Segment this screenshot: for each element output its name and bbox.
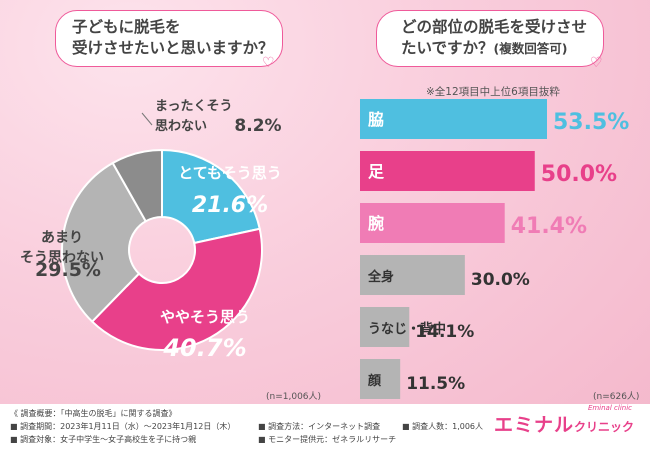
bar: [360, 151, 535, 191]
bar-value-label: 11.5%: [406, 374, 465, 394]
bar: [360, 255, 465, 295]
bar-category-label: うなじ・背中: [368, 321, 446, 337]
question-1-bubble: 子どもに脱毛を 受けさせたいと思いますか？: [55, 10, 283, 67]
clinic-logo: Eminal clinic エミナルクリニック: [493, 404, 634, 437]
pie-slice-label: まったくそう: [155, 99, 232, 114]
bar-value-label: 41.4%: [511, 214, 587, 239]
pie-slice-label: ややそう思う: [160, 308, 250, 326]
bar-category-label: 全身: [367, 269, 394, 285]
pie-slice-label: とてもそう思う: [178, 164, 282, 182]
pie-slice: [61, 161, 148, 324]
footer-survey-info: [0, 404, 650, 450]
question-1-line2: 受けさせたいと思いますか？: [72, 39, 274, 57]
survey-target: ■ 調査対象：女子中学生〜女子高校生を子に持つ親: [10, 435, 197, 444]
pie-value-label: 40.7%: [162, 334, 246, 362]
top-items-note: ※全12項目中上位6項目抜粋: [426, 86, 560, 98]
bar-category-label: 脇: [368, 110, 384, 129]
bar-value-label: 53.5%: [553, 110, 629, 135]
pie-sample-size: (n=1,006人): [266, 392, 322, 402]
logo-main: エミナル: [493, 414, 574, 436]
bar: [360, 203, 505, 243]
bar: [360, 99, 547, 139]
pie-slice: [111, 148, 163, 223]
bar-value-label: 14.1%: [415, 322, 474, 342]
bar-value-label: 50.0%: [541, 162, 617, 187]
bar-category-label: 足: [368, 162, 385, 181]
survey-count: ■ 調査人数：1,006人: [402, 422, 484, 431]
survey-method: ■ 調査方法：インターネット調査: [258, 422, 381, 431]
logo-sub: クリニック: [573, 420, 634, 434]
question-2-line1: どの部位の脱毛を受けさせ: [401, 18, 588, 36]
question-1-line1: 子どもに脱毛を: [72, 18, 181, 36]
survey-title: 《 調査概要：「中高生の脱毛」に関する調査》: [10, 409, 177, 418]
bar-value-label: 30.0%: [471, 270, 530, 290]
question-2-bubble: どの部位の脱毛を受けさせ たいですか？(複数回答可): [376, 10, 604, 67]
question-2-note: (複数回答可): [493, 41, 568, 56]
pie-value-label: 29.5%: [35, 259, 101, 281]
bar-category-label: 腕: [368, 214, 384, 233]
pie-slice: [161, 148, 261, 245]
leader-line: [141, 112, 153, 126]
bar: [360, 307, 410, 347]
survey-period: ■ 調査期間：2023年1月11日（水）〜2023年1月12日（木）: [10, 422, 236, 431]
pie-value-label: 21.6%: [192, 193, 268, 218]
question-2-line2: たいですか？: [401, 39, 494, 57]
pie-slice-label: そう思わない: [20, 250, 104, 266]
pie-slice-label: 思わない: [155, 119, 207, 134]
bar-sample-size: (n=626人): [593, 392, 640, 402]
heart-icon: ♡: [590, 55, 603, 71]
bar-category-label: 顔: [367, 373, 382, 389]
logo-script: Eminal clinic: [587, 404, 632, 412]
pie-value-label: 8.2%: [234, 116, 281, 136]
pie-slice-label: あまり: [41, 230, 83, 246]
pie-slice: [90, 227, 263, 351]
bar: [360, 359, 401, 399]
heart-icon: ♡: [262, 55, 275, 71]
survey-provider: ■ モニター提供元：ゼネラルリサーチ: [258, 435, 397, 444]
